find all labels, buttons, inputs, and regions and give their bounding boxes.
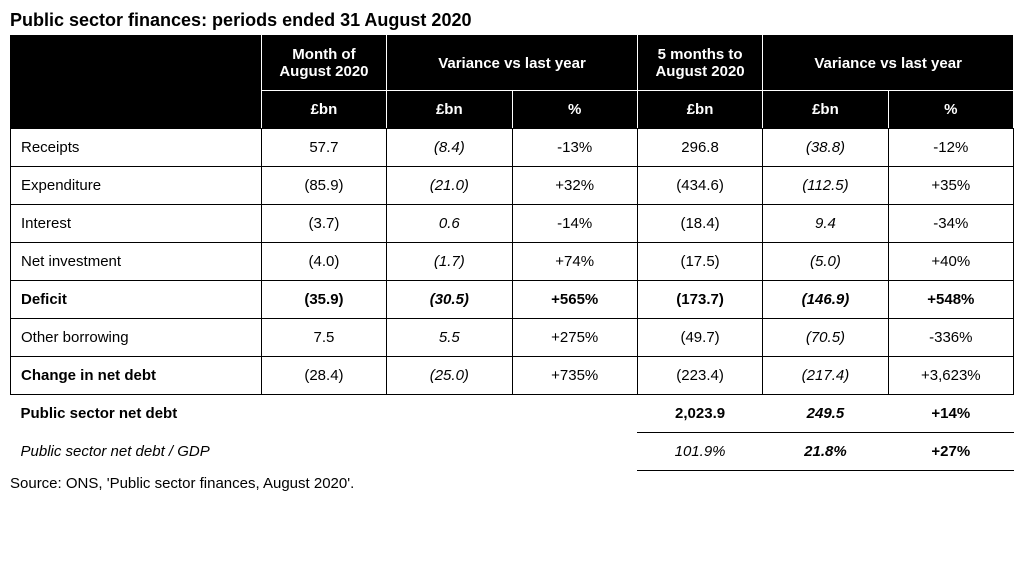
header-5months: 5 months to August 2020 bbox=[637, 36, 762, 91]
header-month: Month of August 2020 bbox=[261, 36, 386, 91]
cell-month: (4.0) bbox=[261, 243, 386, 281]
summary-var2-bn: 249.5 bbox=[763, 395, 888, 433]
cell-var1-pct: +735% bbox=[512, 357, 637, 395]
row-label: Net investment bbox=[11, 243, 262, 281]
table-row: Receipts57.7(8.4)-13%296.8(38.8)-12% bbox=[11, 129, 1014, 167]
cell-var1-pct: +32% bbox=[512, 167, 637, 205]
unit-var1-bn: £bn bbox=[387, 91, 512, 129]
cell-var1-pct: -14% bbox=[512, 205, 637, 243]
cell-var2-pct: +548% bbox=[888, 281, 1013, 319]
unit-month-bn: £bn bbox=[261, 91, 386, 129]
unit-5m-bn: £bn bbox=[637, 91, 762, 129]
finances-table: Month of August 2020 Variance vs last ye… bbox=[10, 35, 1014, 471]
cell-month: 57.7 bbox=[261, 129, 386, 167]
table-row: Other borrowing7.55.5+275%(49.7)(70.5)-3… bbox=[11, 319, 1014, 357]
cell-5m: (18.4) bbox=[637, 205, 762, 243]
cell-var2-pct: -34% bbox=[888, 205, 1013, 243]
cell-month: 7.5 bbox=[261, 319, 386, 357]
cell-month: (35.9) bbox=[261, 281, 386, 319]
cell-5m: 296.8 bbox=[637, 129, 762, 167]
row-label: Other borrowing bbox=[11, 319, 262, 357]
row-label: Change in net debt bbox=[11, 357, 262, 395]
empty-cell bbox=[387, 395, 512, 433]
table-row: Change in net debt(28.4)(25.0)+735%(223.… bbox=[11, 357, 1014, 395]
cell-var2-bn: (38.8) bbox=[763, 129, 888, 167]
cell-var2-pct: +3,623% bbox=[888, 357, 1013, 395]
unit-var1-pct: % bbox=[512, 91, 637, 129]
cell-var1-pct: +275% bbox=[512, 319, 637, 357]
unit-var2-pct: % bbox=[888, 91, 1013, 129]
table-row: Expenditure(85.9)(21.0)+32%(434.6)(112.5… bbox=[11, 167, 1014, 205]
cell-5m: (173.7) bbox=[637, 281, 762, 319]
summary-label: Public sector net debt / GDP bbox=[11, 433, 262, 471]
summary-row: Public sector net debt / GDP 101.9%21.8%+… bbox=[11, 433, 1014, 471]
cell-var1-pct: +74% bbox=[512, 243, 637, 281]
cell-var2-bn: (217.4) bbox=[763, 357, 888, 395]
row-label: Interest bbox=[11, 205, 262, 243]
row-label: Deficit bbox=[11, 281, 262, 319]
summary-row: Public sector net debt 2,023.9249.5+14% bbox=[11, 395, 1014, 433]
row-label: Receipts bbox=[11, 129, 262, 167]
cell-var1-bn: 0.6 bbox=[387, 205, 512, 243]
summary-var2-pct: +14% bbox=[888, 395, 1013, 433]
cell-var2-pct: +35% bbox=[888, 167, 1013, 205]
cell-month: (28.4) bbox=[261, 357, 386, 395]
cell-var1-bn: (8.4) bbox=[387, 129, 512, 167]
cell-var2-bn: (112.5) bbox=[763, 167, 888, 205]
summary-var2-bn: 21.8% bbox=[763, 433, 888, 471]
row-label: Expenditure bbox=[11, 167, 262, 205]
summary-5m: 2,023.9 bbox=[637, 395, 762, 433]
empty-cell bbox=[261, 433, 386, 471]
source-note: Source: ONS, 'Public sector finances, Au… bbox=[10, 475, 1014, 492]
cell-var1-bn: (1.7) bbox=[387, 243, 512, 281]
cell-var1-bn: (21.0) bbox=[387, 167, 512, 205]
summary-5m: 101.9% bbox=[637, 433, 762, 471]
table-row: Deficit(35.9)(30.5)+565%(173.7)(146.9)+5… bbox=[11, 281, 1014, 319]
cell-var2-pct: -12% bbox=[888, 129, 1013, 167]
header-variance-1: Variance vs last year bbox=[387, 36, 638, 91]
cell-var1-pct: -13% bbox=[512, 129, 637, 167]
cell-var2-bn: (70.5) bbox=[763, 319, 888, 357]
cell-var1-pct: +565% bbox=[512, 281, 637, 319]
cell-var1-bn: (25.0) bbox=[387, 357, 512, 395]
unit-var2-bn: £bn bbox=[763, 91, 888, 129]
cell-5m: (17.5) bbox=[637, 243, 762, 281]
cell-var2-bn: 9.4 bbox=[763, 205, 888, 243]
cell-var1-bn: 5.5 bbox=[387, 319, 512, 357]
cell-5m: (434.6) bbox=[637, 167, 762, 205]
cell-month: (3.7) bbox=[261, 205, 386, 243]
empty-cell bbox=[512, 395, 637, 433]
cell-var1-bn: (30.5) bbox=[387, 281, 512, 319]
page-title: Public sector finances: periods ended 31… bbox=[10, 10, 1014, 31]
cell-5m: (49.7) bbox=[637, 319, 762, 357]
header-variance-2: Variance vs last year bbox=[763, 36, 1014, 91]
summary-var2-pct: +27% bbox=[888, 433, 1013, 471]
table-row: Net investment(4.0)(1.7)+74%(17.5)(5.0)+… bbox=[11, 243, 1014, 281]
cell-var2-bn: (5.0) bbox=[763, 243, 888, 281]
cell-var2-pct: +40% bbox=[888, 243, 1013, 281]
empty-cell bbox=[261, 395, 386, 433]
header-corner bbox=[11, 36, 262, 129]
summary-label: Public sector net debt bbox=[11, 395, 262, 433]
empty-cell bbox=[387, 433, 512, 471]
cell-5m: (223.4) bbox=[637, 357, 762, 395]
cell-month: (85.9) bbox=[261, 167, 386, 205]
cell-var2-pct: -336% bbox=[888, 319, 1013, 357]
cell-var2-bn: (146.9) bbox=[763, 281, 888, 319]
empty-cell bbox=[512, 433, 637, 471]
table-row: Interest(3.7)0.6-14%(18.4)9.4-34% bbox=[11, 205, 1014, 243]
